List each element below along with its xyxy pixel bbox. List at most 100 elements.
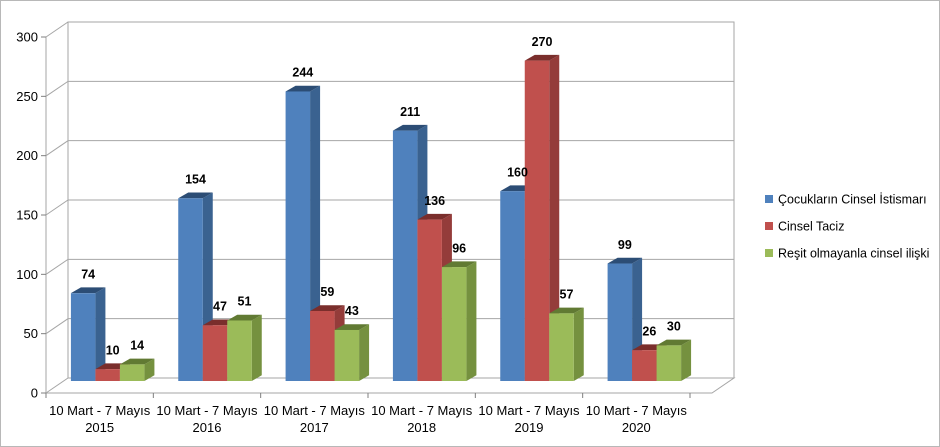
bar-front bbox=[417, 219, 442, 381]
data-label: 30 bbox=[667, 320, 681, 334]
chart-floor bbox=[44, 377, 736, 394]
bar-front bbox=[500, 191, 525, 381]
bar-front bbox=[392, 130, 418, 381]
legend-swatch bbox=[765, 222, 773, 230]
bar-front bbox=[119, 364, 145, 381]
bars bbox=[70, 54, 692, 381]
data-label: 244 bbox=[292, 66, 313, 80]
y-tick-label: 150 bbox=[16, 208, 38, 223]
bar bbox=[70, 287, 106, 381]
legend-swatch bbox=[765, 195, 773, 203]
bar-front bbox=[632, 350, 657, 381]
bar-top bbox=[392, 124, 428, 131]
data-label: 136 bbox=[424, 194, 445, 208]
bar-front bbox=[524, 60, 550, 381]
bar-front bbox=[178, 198, 203, 381]
bar-top bbox=[334, 324, 370, 330]
bar-side bbox=[466, 261, 477, 381]
bar-top bbox=[227, 314, 262, 321]
gridline bbox=[45, 80, 734, 97]
bar-side bbox=[251, 314, 262, 381]
gridline bbox=[45, 21, 734, 38]
y-tick-label: 0 bbox=[31, 386, 38, 401]
gridline bbox=[45, 199, 734, 216]
data-label: 10 bbox=[106, 343, 120, 357]
bar-top bbox=[119, 358, 155, 365]
x-tick-label: 2018 bbox=[407, 420, 436, 435]
data-label: 57 bbox=[560, 288, 574, 302]
bar-top bbox=[549, 307, 584, 314]
bar-side bbox=[681, 339, 692, 381]
legend-label: Reşit olmayanla cinsel ilişki bbox=[778, 247, 929, 261]
bar-front bbox=[334, 329, 360, 381]
data-labels: 74 10 14 154 47 51 244 59 43 211 136 96 160 270 57 99 26… bbox=[81, 35, 681, 358]
legend-label: Cinsel Taciz bbox=[778, 220, 844, 234]
bar-front bbox=[95, 369, 120, 381]
data-label: 74 bbox=[81, 267, 95, 281]
bar-front bbox=[202, 325, 228, 381]
bar bbox=[656, 339, 692, 381]
bar-top bbox=[417, 213, 452, 220]
bar-front bbox=[607, 263, 633, 381]
bar-front bbox=[310, 310, 335, 381]
x-tick-label: 10 Mart - 7 Mayıs bbox=[156, 403, 258, 418]
data-label: 99 bbox=[618, 238, 632, 252]
x-axis: 10 Mart - 7 Mayıs 2015 10 Mart - 7 Mayıs 20… bbox=[45, 393, 691, 435]
bar bbox=[524, 54, 560, 381]
legend-swatch bbox=[765, 249, 773, 257]
y-tick-label: 250 bbox=[16, 89, 38, 104]
bar-front bbox=[656, 345, 682, 381]
x-tick-label: 10 Mart - 7 Mayıs bbox=[371, 403, 473, 418]
bar-top bbox=[178, 192, 213, 199]
data-label: 154 bbox=[185, 173, 206, 187]
bar-top bbox=[285, 85, 321, 92]
data-label: 43 bbox=[345, 304, 359, 318]
bar-front bbox=[285, 91, 311, 381]
bar-side bbox=[359, 324, 370, 381]
bar-front bbox=[549, 313, 574, 381]
bar bbox=[227, 314, 262, 381]
bar-side bbox=[549, 54, 560, 381]
gridline bbox=[45, 140, 734, 157]
data-label: 51 bbox=[238, 295, 252, 309]
x-tick-label: 2020 bbox=[622, 420, 651, 435]
bar-front bbox=[441, 267, 467, 381]
bar bbox=[119, 358, 155, 381]
x-tick-label: 2017 bbox=[300, 420, 329, 435]
bar-top bbox=[607, 257, 643, 264]
x-tick-label: 2016 bbox=[193, 420, 222, 435]
data-label: 96 bbox=[452, 241, 466, 255]
data-label: 160 bbox=[507, 165, 528, 179]
x-tick-label: 10 Mart - 7 Mayıs bbox=[264, 403, 366, 418]
y-axis: 0 50 100 150 200 250 300 bbox=[16, 30, 46, 401]
x-tick-label: 2019 bbox=[515, 420, 544, 435]
bar-side bbox=[144, 358, 155, 381]
x-tick-label: 2015 bbox=[85, 420, 114, 435]
y-tick-label: 100 bbox=[16, 267, 38, 282]
bar-front bbox=[70, 293, 96, 381]
bar-top bbox=[310, 305, 345, 311]
y-tick-label: 300 bbox=[16, 30, 38, 45]
bar-top bbox=[441, 261, 477, 268]
data-label: 14 bbox=[130, 339, 144, 353]
legend-entry: Reşit olmayanla cinsel ilişki bbox=[765, 247, 929, 261]
y-tick-label: 200 bbox=[16, 148, 38, 163]
x-tick-label: 10 Mart - 7 Mayıs bbox=[586, 403, 688, 418]
legend: Çocukların Cinsel İstismarı Cinsel Taciz R… bbox=[765, 193, 929, 261]
bar-top bbox=[524, 54, 560, 61]
data-label: 59 bbox=[320, 285, 334, 299]
bar-side bbox=[95, 287, 106, 381]
bar bbox=[441, 261, 477, 381]
bar-top bbox=[70, 287, 106, 294]
bar bbox=[334, 324, 370, 381]
bar-side bbox=[573, 307, 584, 381]
data-label: 270 bbox=[532, 35, 553, 49]
y-tick-label: 50 bbox=[24, 326, 38, 341]
bar-top bbox=[656, 339, 692, 346]
data-label: 211 bbox=[400, 105, 420, 119]
x-tick-label: 10 Mart - 7 Mayıs bbox=[49, 403, 151, 418]
bar bbox=[549, 307, 584, 381]
legend-label: Çocukların Cinsel İstismarı bbox=[778, 193, 927, 207]
bar-front bbox=[227, 320, 252, 381]
